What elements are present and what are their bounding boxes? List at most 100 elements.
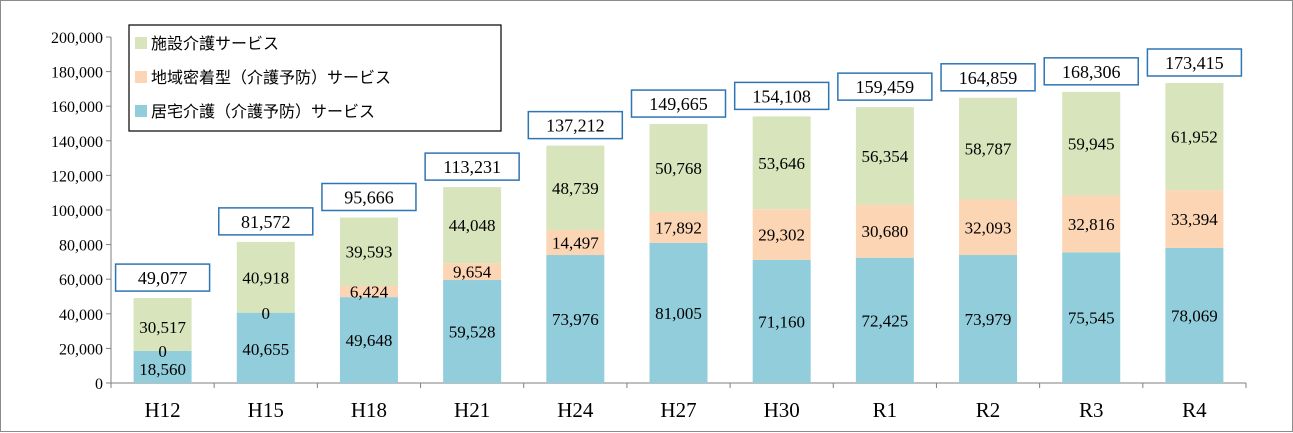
total-label: 113,231 [443, 157, 501, 177]
data-label: 29,302 [758, 226, 805, 245]
y-tick-label: 80,000 [59, 238, 103, 255]
total-box [1043, 57, 1139, 86]
bar-segment [443, 280, 502, 383]
bar-segment [339, 285, 398, 298]
y-tick-label: 60,000 [59, 272, 103, 289]
y-tick-label: 200,000 [51, 30, 103, 47]
bar-segment [339, 297, 398, 383]
legend-entry: 地域密着型（介護予防）サービス [151, 68, 391, 87]
data-label: 73,979 [965, 310, 1012, 329]
bar-segment [959, 255, 1018, 383]
x-tick-label: H30 [764, 398, 800, 422]
total-label: 173,415 [1165, 53, 1224, 73]
bar-segment [649, 124, 708, 212]
y-tick-label: 0 [95, 376, 103, 393]
data-label: 18,560 [139, 360, 186, 379]
total-box [940, 63, 1036, 92]
bar-segment [546, 255, 605, 383]
bar-segment [752, 209, 811, 260]
x-tick-label: H12 [145, 398, 181, 422]
data-label: 9,654 [453, 263, 492, 282]
data-label: 6,424 [350, 283, 389, 302]
data-label: 17,892 [655, 218, 702, 237]
x-tick-label: H15 [248, 398, 284, 422]
total-label: 168,306 [1062, 62, 1121, 82]
data-label: 0 [262, 304, 271, 323]
bar-segment [133, 298, 192, 351]
data-label: 81,005 [655, 304, 702, 323]
y-tick-label: 140,000 [51, 134, 103, 151]
data-label: 53,646 [758, 154, 805, 173]
bar-segment [855, 204, 914, 258]
data-label: 33,394 [1171, 210, 1218, 229]
legend-swatch [135, 105, 147, 117]
bar-segment [546, 229, 605, 256]
total-box [837, 72, 933, 101]
legend-entry: 居宅介護（介護予防）サービス [151, 102, 375, 121]
data-label: 59,945 [1068, 135, 1115, 154]
data-label: 39,593 [346, 243, 393, 262]
total-label: 137,212 [546, 116, 605, 136]
bar-segment [649, 211, 708, 243]
x-tick-label: H27 [660, 398, 696, 422]
data-label: 71,160 [758, 312, 805, 331]
bar-segment [339, 217, 398, 286]
bar-segment [443, 187, 502, 264]
data-label: 78,069 [1171, 306, 1218, 325]
bar-segment [855, 257, 914, 383]
legend-swatch [135, 71, 147, 83]
data-label: 32,093 [965, 218, 1012, 237]
data-label: 14,497 [552, 233, 599, 252]
bar-segment [1062, 252, 1121, 383]
data-label: 59,528 [449, 323, 496, 342]
x-tick-label: R3 [1079, 398, 1104, 422]
legend-entry: 施設介護サービス [151, 34, 279, 53]
data-label: 0 [158, 342, 167, 361]
total-box [114, 263, 211, 292]
bar-segment [752, 116, 811, 210]
bar-segment [236, 241, 295, 313]
y-tick-label: 100,000 [51, 203, 103, 220]
total-box [527, 110, 624, 140]
y-axis: 0 20,000 40,000 60,000 80,000 100,000 120,000 1… [51, 30, 112, 393]
y-tick-label: 120,000 [51, 168, 103, 185]
bar-segment [959, 97, 1018, 200]
x-tick-label: H18 [351, 398, 387, 422]
bar-segment [959, 199, 1018, 256]
legend-swatch [135, 37, 147, 49]
value-labels: 18,560030,51740,655040,91849,6486,42439,… [139, 128, 1218, 379]
x-axis: H12 H15 H18 H21 H24 H27 H30 R1 R2 R3 R4 [110, 382, 1247, 422]
data-label: 40,918 [242, 268, 289, 287]
bar-segment [1062, 195, 1121, 253]
y-tick-label: 40,000 [59, 307, 103, 324]
data-label: 49,648 [346, 331, 393, 350]
total-label: 95,666 [344, 187, 394, 207]
y-tick-label: 180,000 [51, 65, 103, 82]
data-label: 61,952 [1171, 128, 1218, 147]
data-label: 44,048 [449, 216, 496, 235]
total-box [424, 152, 520, 181]
total-boxes: 49,077 81,572 95,666 113,231 137,212 149,665 1… [114, 48, 1243, 292]
data-label: 32,816 [1068, 215, 1115, 234]
total-box [630, 89, 727, 118]
y-tick-label: 20,000 [59, 341, 103, 358]
bars [133, 82, 1224, 383]
bar-segment [1165, 247, 1224, 383]
bar-segment [1165, 190, 1224, 248]
total-box [218, 207, 314, 236]
total-label: 149,665 [649, 94, 708, 114]
total-box [733, 81, 830, 111]
x-tick-label: R2 [976, 398, 1001, 422]
bar-segment [1165, 82, 1224, 191]
bar-segment [443, 263, 502, 281]
bar-segment [236, 312, 295, 383]
total-box [321, 182, 417, 212]
data-label: 73,976 [552, 310, 599, 329]
y-tick-label: 160,000 [51, 99, 103, 116]
x-tick-label: H24 [557, 398, 594, 422]
bar-segment [546, 145, 605, 230]
total-label: 164,859 [959, 68, 1018, 88]
